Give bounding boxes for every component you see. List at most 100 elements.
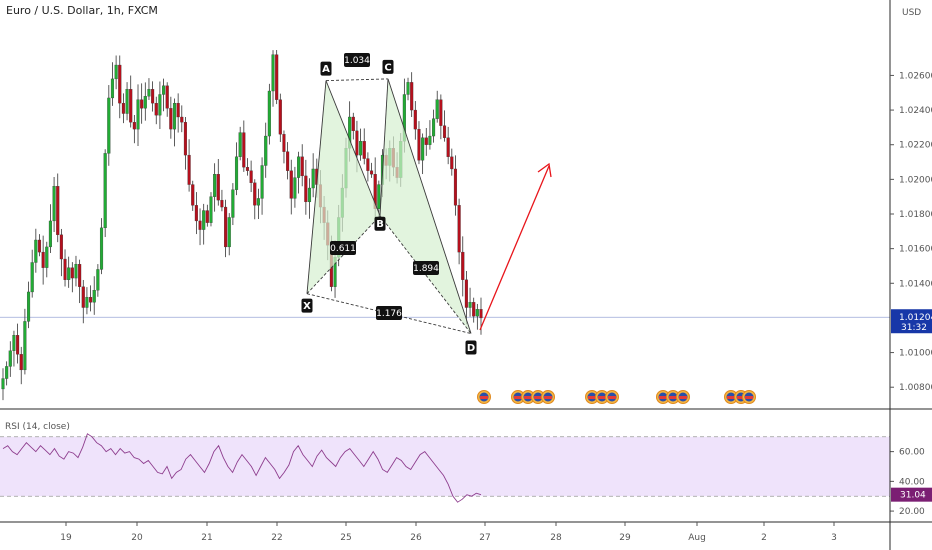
candle-body (461, 251, 465, 280)
candle-body (118, 64, 122, 104)
candle-body (238, 132, 242, 157)
rsi-tick-label: 60.00 (899, 448, 925, 458)
event-flag-icon[interactable] (666, 390, 680, 404)
time-tick-label: 21 (201, 533, 212, 543)
candle-body (52, 186, 56, 222)
candle-body (439, 99, 443, 126)
candle-body (275, 54, 279, 100)
time-tick-label: 25 (340, 533, 351, 543)
event-flag-icon[interactable] (676, 390, 690, 404)
pattern-point-c (382, 59, 394, 74)
price-tick-label: 1.01600 (899, 245, 932, 255)
candle-body (103, 153, 107, 229)
candle-body (136, 99, 140, 130)
event-flag-icon[interactable] (585, 390, 599, 404)
ab-leg (325, 80, 381, 216)
price-tick-label: 1.02200 (899, 141, 932, 151)
candle-body (351, 116, 355, 132)
event-flag-icon[interactable] (477, 390, 491, 404)
ratio-bcd-text: 1.894 (413, 264, 439, 274)
candle-body (297, 156, 301, 178)
candle-body (16, 335, 20, 355)
rsi-title: RSI (14, close) (5, 422, 70, 432)
candle-body (453, 168, 458, 206)
candle-body (70, 267, 74, 279)
candle-body (234, 156, 239, 190)
event-flag-icon[interactable] (742, 390, 756, 404)
candle-body (424, 137, 428, 145)
candle-body (245, 167, 250, 171)
candle-body (464, 279, 468, 308)
time-tick-label: 26 (410, 533, 422, 543)
candle-body (468, 302, 472, 308)
candle-body (34, 239, 38, 263)
candle-body (260, 165, 264, 199)
candle-body (114, 64, 118, 80)
candle-body (172, 102, 177, 130)
candle-body (23, 321, 27, 371)
candle-body (37, 239, 42, 253)
candle-body (366, 158, 370, 171)
time-tick-label: Aug (688, 533, 706, 543)
event-flag-icon[interactable] (531, 390, 545, 404)
pattern-point-label: B (376, 219, 384, 230)
event-flag-icon[interactable] (521, 390, 535, 404)
time-tick-label: 2 (761, 533, 767, 543)
time-tick-label: 20 (131, 533, 143, 543)
candle-body (89, 296, 93, 303)
candle-body (355, 130, 359, 156)
xd-dashed (306, 293, 472, 334)
candle-body (169, 108, 173, 130)
candle-body (377, 184, 381, 209)
candle-body (479, 309, 483, 319)
candle-body (256, 198, 260, 206)
candle-body (300, 156, 304, 177)
time-tick-label: 27 (479, 533, 490, 543)
candle-body (410, 82, 414, 111)
candle-body (428, 135, 432, 145)
candle-body (442, 125, 447, 138)
candle-body (92, 290, 96, 303)
candle-body (41, 251, 45, 268)
candle-body (282, 134, 286, 152)
candle-body (121, 102, 125, 114)
candle-body (129, 89, 133, 123)
candle-body (286, 151, 290, 171)
candle-body (278, 99, 282, 135)
candle-body (205, 210, 209, 223)
rsi-tick-label: 20.00 (899, 507, 925, 517)
candle-body (140, 99, 144, 109)
rsi-band (0, 436, 890, 497)
candle-body (369, 170, 374, 175)
candle-body (67, 267, 71, 280)
event-flag-icon[interactable] (595, 390, 609, 404)
projection-arrow-head (537, 162, 552, 178)
candle-body (421, 137, 425, 161)
candle-body (446, 137, 450, 157)
event-flag-icon[interactable] (541, 390, 555, 404)
candle-body (311, 168, 315, 189)
candle-body (264, 135, 268, 166)
candle-body (432, 118, 436, 137)
xb-dashed (306, 215, 381, 294)
rsi-line (2, 433, 482, 503)
candle-body (154, 102, 158, 116)
ratio-xab-text: 0.611 (330, 244, 356, 254)
candle-body (198, 220, 202, 230)
candle-body (151, 89, 155, 104)
candle-body (85, 296, 89, 308)
event-flag-icon[interactable] (605, 390, 619, 404)
pattern-point-label: D (467, 343, 475, 354)
candle-body (194, 205, 198, 222)
candle-body (435, 99, 439, 119)
candle-body (307, 187, 312, 203)
candle-body (110, 78, 115, 99)
ratio-ac-text: 1.034 (344, 56, 370, 66)
price-tick-label: 1.01400 (899, 279, 932, 289)
rsi-current-badge (891, 487, 932, 502)
candle-body (289, 170, 293, 199)
candle-body (191, 184, 195, 206)
candle-body (74, 264, 78, 279)
candle-body (26, 291, 31, 322)
